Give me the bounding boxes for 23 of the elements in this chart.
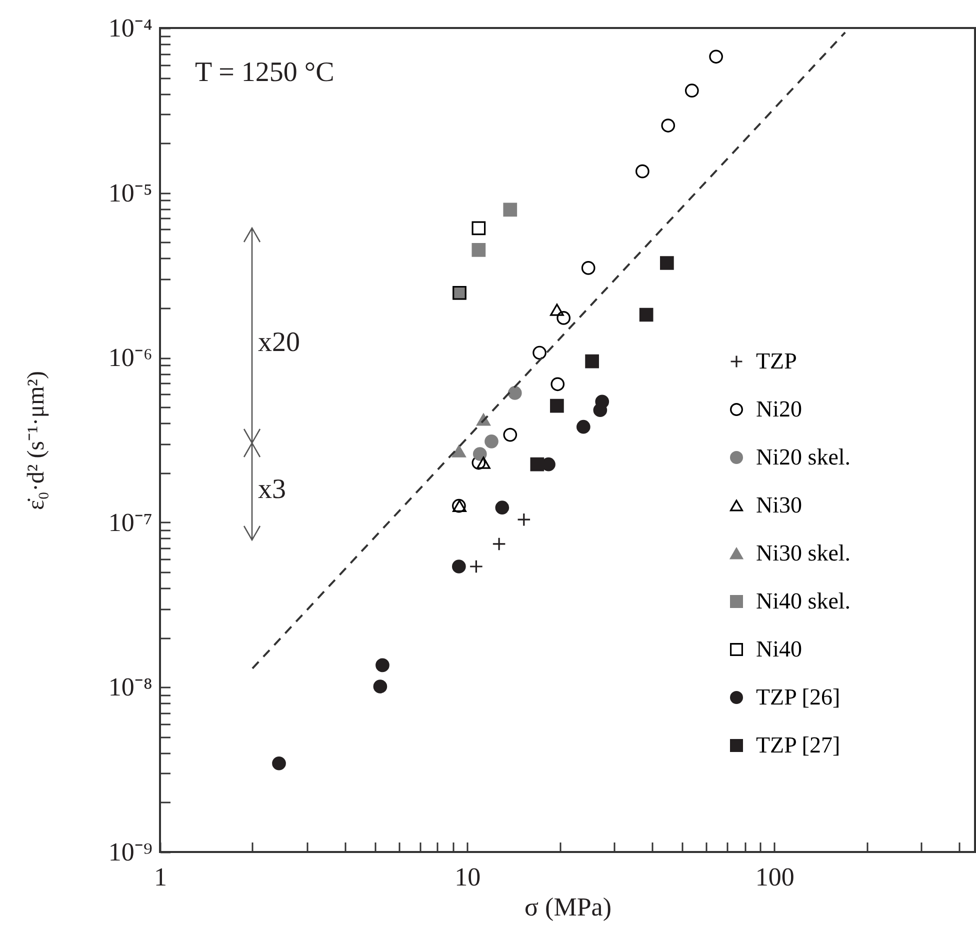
- y-tick-label: 10⁻⁷: [108, 508, 152, 537]
- legend-label: Ni20: [756, 396, 802, 422]
- y-tick-label: 10⁻⁶: [108, 343, 152, 372]
- x-tick-label: 10: [454, 862, 481, 892]
- legend-label: TZP [26]: [756, 684, 840, 710]
- y-tick-label: 10⁻⁹: [108, 838, 152, 866]
- annotation: x3: [258, 474, 286, 505]
- legend-label: TZP [27]: [756, 732, 840, 758]
- annotation: T = 1250 °C: [195, 57, 334, 88]
- legend-label: Ni40: [756, 636, 802, 662]
- legend-label: Ni40 skel.: [756, 588, 851, 614]
- legend-label: TZP: [756, 348, 797, 374]
- y-tick-label: 10⁻⁴: [108, 14, 152, 42]
- legend-label: Ni30: [756, 492, 802, 518]
- x-tick-label: 1: [154, 862, 167, 892]
- y-axis-title: ε̇₀·d² (s⁻¹·μm²): [23, 371, 50, 510]
- legend-label: Ni30 skel.: [756, 540, 851, 566]
- legend-label: Ni20 skel.: [756, 444, 851, 470]
- y-tick-label: 10⁻⁸: [108, 672, 152, 702]
- x-axis-title: σ (MPa): [524, 892, 612, 922]
- x-tick-label: 100: [755, 862, 794, 892]
- annotation: x20: [258, 327, 300, 358]
- y-tick-label: 10⁻⁵: [108, 178, 152, 208]
